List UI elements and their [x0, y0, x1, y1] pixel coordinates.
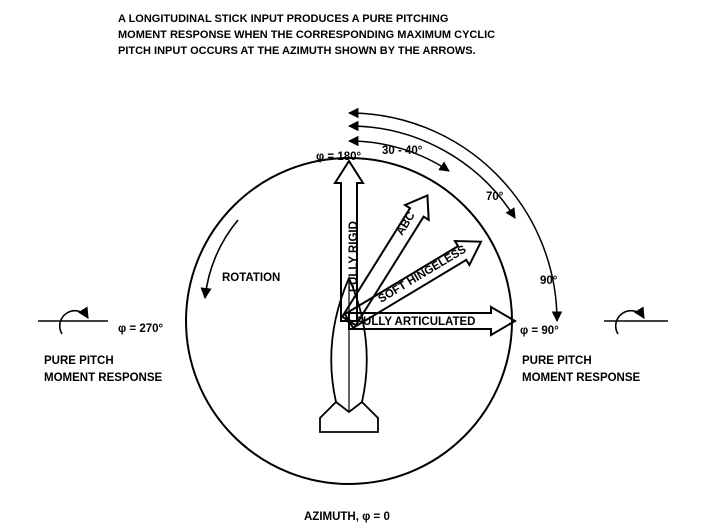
- response-right-line-1: PURE PITCH: [522, 355, 592, 367]
- rotation-arrow: [200, 219, 239, 300]
- label-fully-articulated: FULLY ARTICULATED: [356, 316, 475, 328]
- caption-line-2: MOMENT RESPONSE WHEN THE CORRESPONDING M…: [118, 29, 495, 41]
- azimuth-label-270: φ = 270°: [118, 323, 164, 335]
- label-soft-hingeless: SOFT HINGELESS: [376, 243, 468, 305]
- response-left-line-1: PURE PITCH: [44, 355, 114, 367]
- response-left-line-2: MOMENT RESPONSE: [44, 372, 163, 384]
- pitch-moment-icon-left: [38, 306, 108, 335]
- pitch-moment-icon-right: [604, 306, 668, 335]
- arc-70: [347, 120, 516, 219]
- azimuth-label-90: φ = 90°: [520, 325, 559, 337]
- label-fully-rigid: FULLY RIGID: [348, 221, 360, 292]
- arc-label-90: 90°: [540, 275, 558, 287]
- arc-label-70: 70°: [486, 191, 504, 203]
- caption-line-1: A LONGITUDINAL STICK INPUT PRODUCES A PU…: [118, 13, 448, 25]
- tail-fin: [319, 401, 379, 433]
- caption-line-3: PITCH INPUT OCCURS AT THE AZIMUTH SHOWN …: [118, 45, 476, 57]
- rotation-label: ROTATION: [222, 272, 280, 284]
- arc-label-30-40: 30 - 40°: [382, 145, 423, 157]
- azimuth-label-180: φ = 180°: [316, 151, 362, 163]
- azimuth-label-0: AZIMUTH, φ = 0: [304, 511, 390, 523]
- arc-90: [347, 107, 563, 323]
- response-right-line-2: MOMENT RESPONSE: [522, 372, 641, 384]
